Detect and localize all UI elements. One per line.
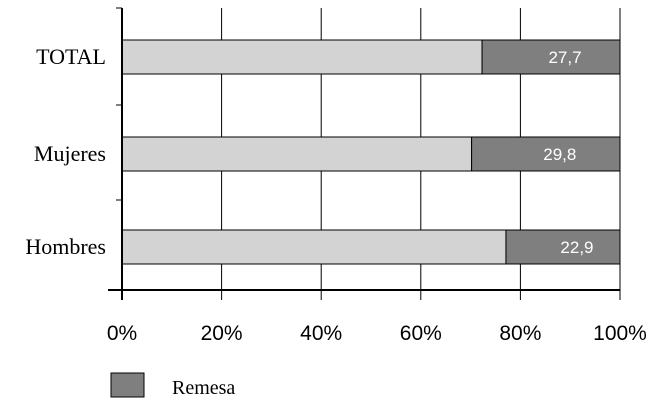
category-label-1: Mujeres (34, 141, 106, 166)
category-label-2: Hombres (25, 234, 106, 259)
x-tick-label-1: 20% (201, 322, 243, 345)
legend: Remesa (110, 372, 235, 399)
axes (108, 7, 621, 300)
data-label-0: 27,7 (548, 48, 581, 67)
legend-label-remesa: Remesa (172, 377, 235, 399)
x-tick-label-2: 40% (300, 322, 342, 345)
data-label-2: 22,9 (560, 238, 593, 257)
labels: 27,7 TOTAL 29,8 Mujeres 22,9 Hombres 0% 20% 40% 6… (25, 44, 647, 345)
bar-1-series-1 (471, 136, 621, 172)
bars (121, 39, 621, 265)
x-tick-label-0: 0% (107, 322, 137, 345)
bar-2-series-1 (505, 229, 621, 265)
x-tick-label-5: 100% (593, 322, 647, 345)
bar-0-series-1 (481, 39, 621, 75)
legend-swatch-remesa (110, 372, 145, 398)
category-label-0: TOTAL (36, 44, 106, 69)
bar-0-series-0 (121, 39, 483, 75)
bar-1-series-0 (121, 136, 473, 172)
x-tick-label-4: 80% (499, 322, 541, 345)
x-tick-label-3: 60% (400, 322, 442, 345)
data-label-1: 29,8 (543, 145, 576, 164)
bar-2-series-0 (121, 229, 507, 265)
